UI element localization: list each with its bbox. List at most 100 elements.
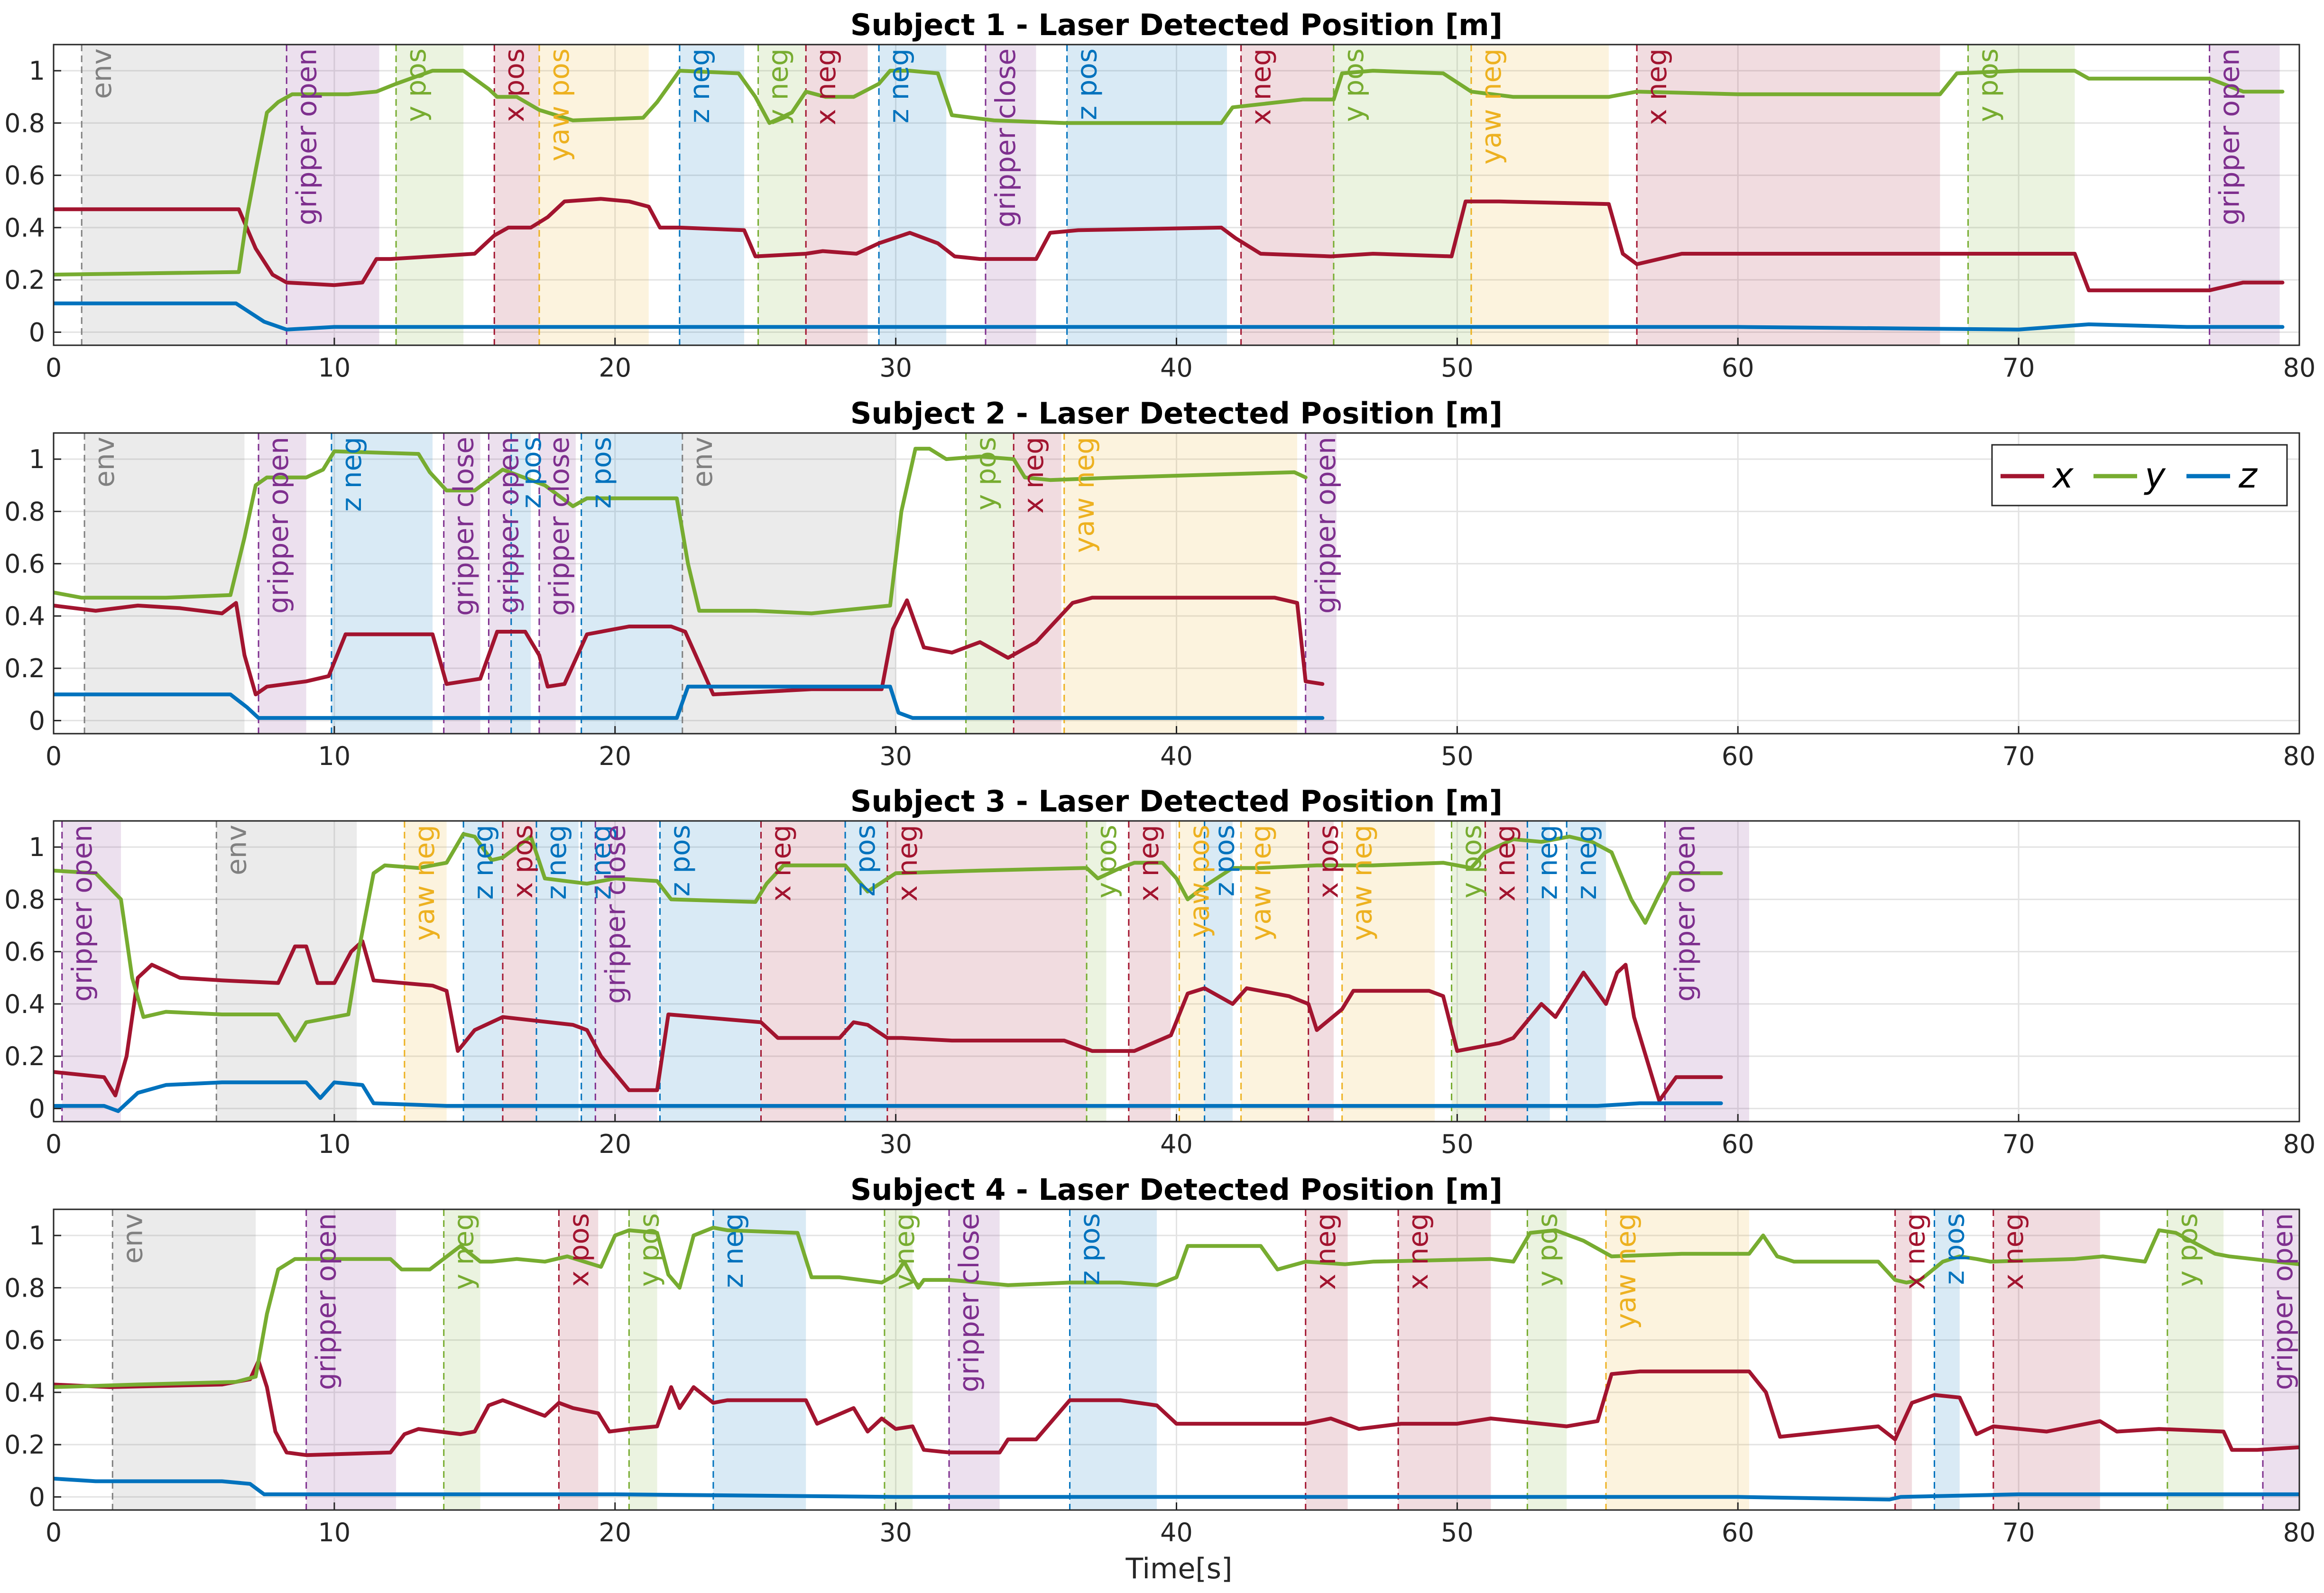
x-tick-label: 0 (46, 1518, 62, 1547)
y-tick-label: 0.8 (4, 1273, 45, 1303)
segment-label: gripper open (2267, 1213, 2299, 1390)
x-tick-label: 70 (2002, 1129, 2035, 1159)
segment-label: z pos (664, 825, 696, 896)
y-tick-label: 0.6 (4, 161, 45, 191)
segment-band (511, 433, 531, 734)
segment-label: gripper open (492, 437, 525, 614)
x-axis-label: Time[s] (1125, 1552, 1233, 1585)
x-tick-label: 20 (599, 741, 631, 771)
segment-band (986, 45, 1036, 345)
segment-label: x neg (1899, 1213, 1931, 1290)
segment-label: x pos (1312, 825, 1345, 898)
segment-label: z neg (883, 48, 915, 123)
series-lines (54, 832, 1723, 1113)
y-tick-label: 0.2 (4, 1041, 45, 1071)
x-tick-label: 40 (1160, 741, 1193, 771)
segment-band (879, 45, 947, 345)
series-line-x (54, 197, 2285, 293)
chart-title: Subject 2 - Laser Detected Position [m] (850, 396, 1503, 431)
x-tick-label: 40 (1160, 353, 1193, 383)
x-tick-label: 40 (1160, 1129, 1193, 1159)
x-tick-label: 20 (599, 353, 631, 383)
segment-band (112, 1209, 256, 1510)
segment-band (1527, 1209, 1567, 1510)
segment-band (1527, 821, 1550, 1122)
segment-band (1128, 821, 1171, 1122)
segment-label: z neg (335, 437, 368, 512)
series-line-z (54, 301, 2285, 331)
segment-band (949, 1209, 1000, 1510)
segment-label: z neg (683, 48, 716, 123)
x-tick-label: 80 (2283, 353, 2316, 383)
segment-label: x neg (1997, 1213, 2029, 1290)
series-lines (54, 447, 1325, 720)
segment-label: y pos (970, 437, 1002, 510)
segment-band (443, 1209, 480, 1510)
segment-band (2167, 1209, 2224, 1510)
segment-label: gripper open (1310, 437, 1342, 614)
segment-label: x neg (1641, 48, 1673, 125)
x-tick-label: 70 (2002, 353, 2035, 383)
x-tick-label: 30 (879, 1129, 912, 1159)
segment-label: z pos (1208, 825, 1241, 896)
segment-band (761, 821, 846, 1122)
y-tick-label: 0.2 (4, 654, 45, 683)
segment-label: z neg (1531, 825, 1563, 900)
segment-label: x pos (498, 48, 530, 122)
segment-label: z pos (515, 437, 547, 508)
segment-band (660, 821, 761, 1122)
segment-label: x neg (1310, 1213, 1342, 1290)
segment-label: gripper open (66, 825, 98, 1002)
segment-label: x neg (810, 48, 842, 125)
series-lines (54, 1225, 2299, 1501)
segment-band (1064, 433, 1298, 734)
y-tick-label: 0.6 (4, 1326, 45, 1355)
segment-label: y pos (1531, 1213, 1563, 1287)
x-tick-label: 10 (318, 1518, 351, 1547)
series-line-y (54, 1225, 2299, 1389)
x-tick-label: 80 (2283, 1129, 2316, 1159)
segment-label: y pos (633, 1213, 665, 1287)
segment-label: yaw neg (1346, 825, 1378, 941)
segment-label: y pos (2171, 1213, 2204, 1287)
segment-label: yaw neg (1068, 437, 1100, 553)
segment-band (84, 433, 245, 734)
segment-label: z pos (585, 437, 618, 508)
segment-band (1241, 821, 1309, 1122)
series-line-z (54, 1476, 2299, 1501)
segment-band (682, 433, 896, 734)
segment-label: x pos (563, 1213, 595, 1287)
segment-label: yaw neg (1245, 825, 1277, 941)
chart-title: Subject 3 - Laser Detected Position [m] (850, 784, 1503, 819)
segment-band (1308, 821, 1334, 1122)
segment-band (539, 45, 649, 345)
x-tick-label: 50 (1441, 1129, 1474, 1159)
x-tick-label: 30 (879, 353, 912, 383)
segment-label: yaw pos (543, 48, 575, 161)
segment-band (1067, 45, 1227, 345)
segment-label: x neg (891, 825, 923, 902)
series-line-z (54, 1080, 1723, 1113)
chart-panel-1: env gripper open y pos x pos yaw pos z neg y n… (4, 8, 2315, 383)
segment-label: yaw neg (1475, 48, 1507, 165)
segment-band (396, 45, 464, 345)
segment-label: x neg (1133, 825, 1165, 902)
segment-label: x pos (507, 825, 539, 898)
x-tick-label: 60 (1722, 1518, 1754, 1547)
series-line-x (54, 596, 1325, 697)
segment-band (581, 433, 682, 734)
y-tick-label: 0.2 (4, 265, 45, 295)
y-tick-label: 0 (29, 317, 45, 347)
segment-band (1179, 821, 1205, 1122)
series-lines (54, 69, 2285, 331)
x-tick-label: 80 (2283, 741, 2316, 771)
y-tick-label: 0.4 (4, 213, 45, 243)
segment-band (1665, 821, 1749, 1122)
y-tick-label: 0.4 (4, 1378, 45, 1408)
segment-labels: env gripper open z neg gripper close gripper… (88, 437, 1342, 616)
segment-label: env (85, 48, 118, 99)
legend-label-y: y (2144, 455, 2166, 496)
y-tick-label: 1 (29, 1221, 45, 1251)
ticks: 0 10 20 30 40 50 60 70 80 0 0.2 0.4 0.6 0.8 1 (4, 444, 2315, 771)
